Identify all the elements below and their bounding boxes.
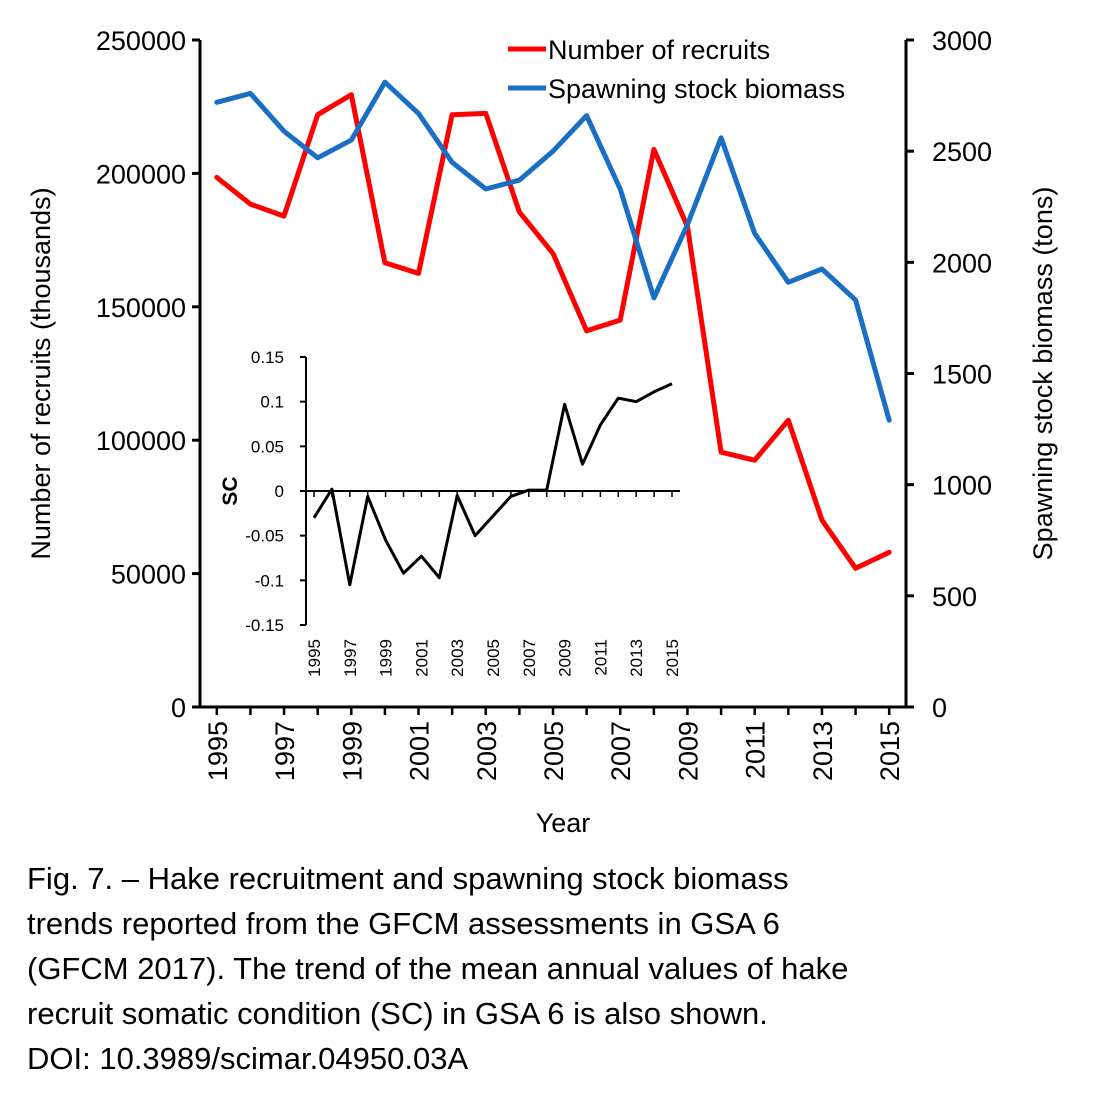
caption-line: DOI: 10.3989/scimar.04950.03A [27,1041,469,1076]
x-tick-label: 2013 [808,721,838,781]
left-y-tick-label: 250000 [96,26,186,56]
right-y-tick-label: 1500 [932,360,992,390]
caption-line: (GFCM 2017). The trend of the mean annua… [27,951,849,986]
x-tick-label: 1999 [337,721,367,781]
inset-x-tick-label: 1997 [341,639,360,677]
x-tick-label: 2011 [741,721,771,779]
left-y-tick-label: 200000 [96,159,186,189]
inset-x-tick-label: 2013 [627,639,646,677]
inset-y-tick-label: -0.1 [255,571,284,590]
right-y-tick-label: 2500 [932,137,992,167]
inset-y-tick-label: 0.05 [251,437,284,456]
inset-y-tick-label: 0.1 [260,393,284,412]
inset-x-tick-label: 1999 [377,639,396,677]
right-y-tick-label: 0 [932,693,947,723]
recruits-series-line [214,92,892,571]
x-tick-label: 1997 [270,721,300,781]
right-y-axis-title: Spawning stock biomass (tons) [1028,187,1058,561]
sc-series-line [312,382,673,587]
inset-y-axis-title: SC [219,476,242,505]
left-y-tick-label: 50000 [111,560,186,590]
x-tick-label: 2005 [539,721,569,781]
inset-x-tick-label: 2015 [663,639,682,677]
legend-label: Number of recruits [548,35,770,65]
inset-y-tick-label: -0.15 [245,616,284,635]
caption-line: Fig. 7. – Hake recruitment and spawning … [27,861,789,896]
caption-line: recruit somatic condition (SC) in GSA 6 … [27,996,768,1031]
inset-y-tick-label: -0.05 [245,527,284,546]
figure-caption: Fig. 7. – Hake recruitment and spawning … [27,856,1087,1081]
inset-x-tick-label: 2001 [412,639,431,677]
right-y-tick-label: 1000 [932,471,992,501]
inset-y-tick-label: 0.15 [251,348,284,367]
x-tick-label: 2003 [472,721,502,781]
x-tick-label: 2015 [875,721,905,781]
right-y-tick-label: 2000 [932,248,992,278]
inset-x-tick-label: 2003 [448,639,467,677]
left-y-axis-title: Number of recruits (thousands) [26,187,56,559]
x-axis-title: Year [536,808,591,838]
chart: 0 50000 100000 150000 200000 250000 0 500 1000 15… [26,26,1058,838]
biomass-series-line [214,79,892,423]
inset-x-tick-label: 1995 [305,639,324,677]
inset-x-tick-label: 2005 [484,639,503,677]
x-tick-label: 1995 [203,721,233,781]
left-y-tick-label: 0 [171,693,186,723]
caption-line: trends reported from the GFCM assessment… [27,906,780,941]
inset-x-tick-label: 2011 [591,639,610,676]
x-tick-label: 2009 [673,721,703,781]
inset-y-tick-label: 0 [275,482,284,501]
inset-x-tick-label: 2007 [520,639,539,677]
right-y-tick-label: 500 [932,582,977,612]
x-tick-label: 2007 [606,721,636,781]
inset-x-tick-label: 2009 [556,639,575,677]
x-tick-label: 2001 [405,721,435,781]
left-y-tick-label: 150000 [96,293,186,323]
right-y-tick-label: 3000 [932,26,992,56]
left-y-tick-label: 100000 [96,426,186,456]
legend-label: Spawning stock biomass [548,74,845,104]
